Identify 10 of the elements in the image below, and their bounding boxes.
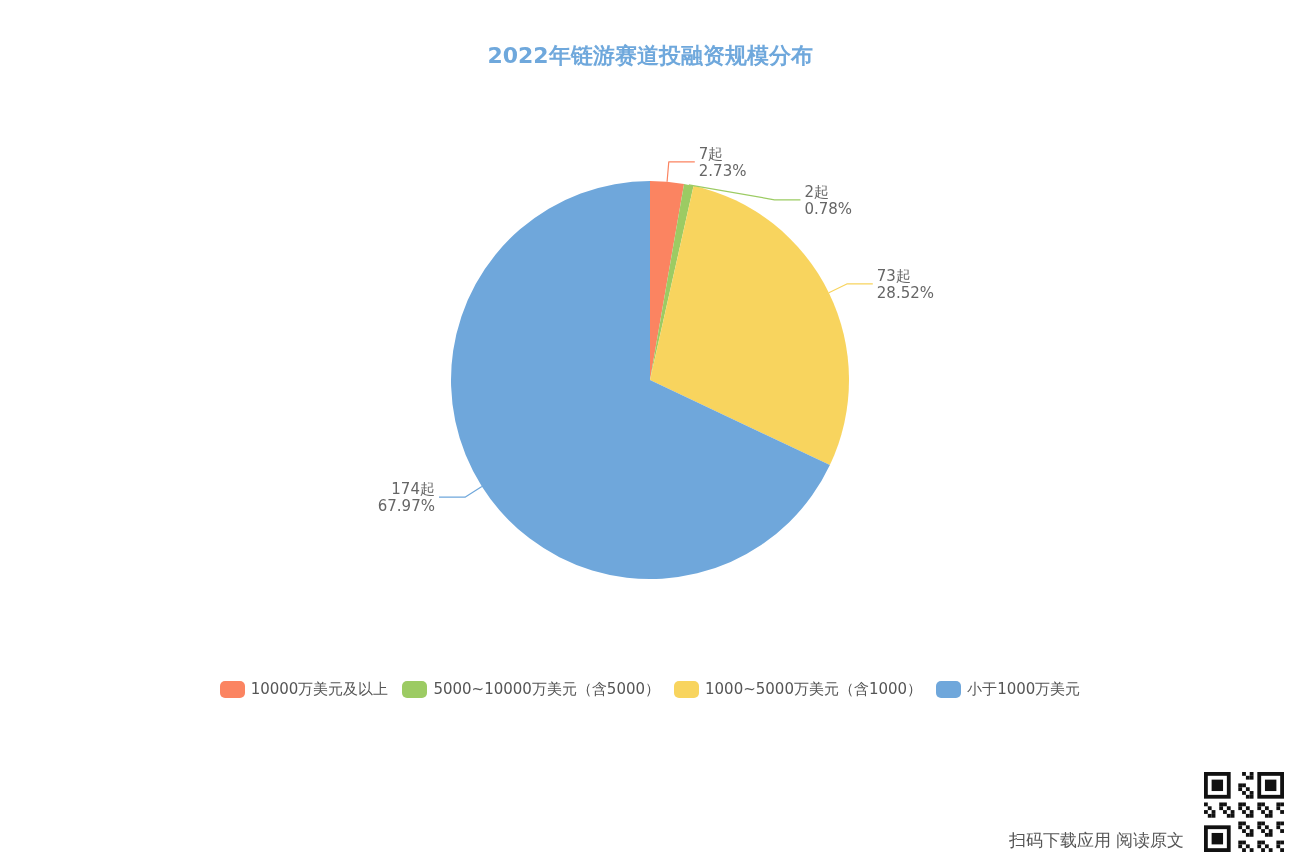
data-label: 73起 28.52% [876, 266, 935, 302]
legend-label: 1000~5000万美元（含1000） [705, 680, 923, 699]
text: 扫码下载应用 阅读原文 [1007, 830, 1184, 850]
legend-label: 小于1000万美元 [967, 680, 1081, 699]
legend-label: 5000~10000万美元（含5000） [433, 680, 661, 699]
chart-title: 2022年链游赛道投融资规模分布 [487, 43, 813, 68]
data-label: 2起 0.78% [804, 182, 853, 218]
legend-label: 10000万美元及以上 [250, 680, 389, 699]
data-label: 174起 67.97% [377, 479, 435, 515]
data-label: 7起 2.73% [698, 144, 747, 180]
